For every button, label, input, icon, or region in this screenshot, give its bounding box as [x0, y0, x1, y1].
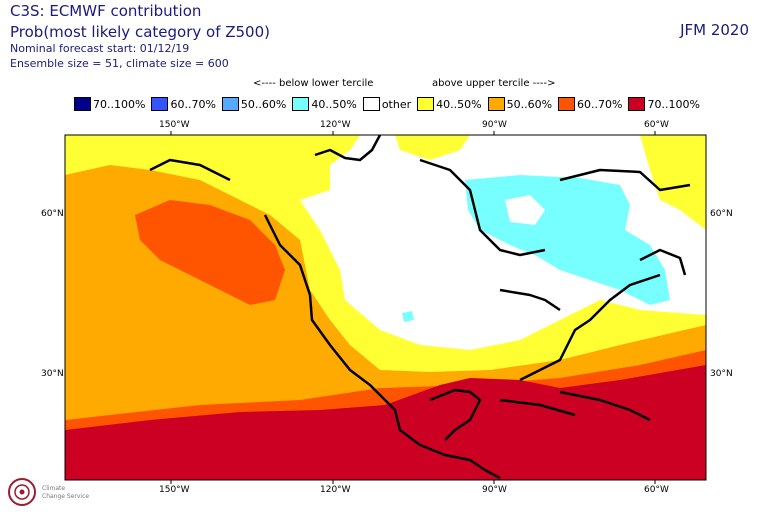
top-lon-label: 60°W	[644, 120, 669, 130]
legend-label: 60..70%	[577, 97, 623, 111]
legend-item: 40..50%	[292, 97, 357, 111]
map-title: C3S: ECMWF contribution	[10, 2, 202, 20]
svg-text:Climate: Climate	[42, 485, 65, 492]
legend-label: 70..100%	[93, 97, 146, 111]
legend-item: 70..100%	[628, 97, 700, 111]
legend-item: 60..70%	[151, 97, 216, 111]
legend-swatch	[487, 97, 505, 111]
forecast-start-label: Nominal forecast start: 01/12/19	[10, 42, 190, 55]
legend-swatch	[74, 97, 91, 111]
top-lon-label: 150°W	[159, 120, 190, 130]
legend-swatch	[292, 97, 310, 111]
red-region	[65, 365, 706, 480]
bottom-lon-label: 120°W	[320, 485, 351, 495]
legend-swatch	[628, 97, 646, 111]
probability-fields	[65, 135, 706, 480]
legend-swatch	[558, 97, 576, 111]
svg-text:Change Service: Change Service	[42, 493, 89, 500]
top-lon-label: 90°W	[482, 120, 507, 130]
cyan-small	[402, 311, 414, 322]
right-lat-label: 30°N	[710, 369, 733, 379]
legend-item: other	[362, 97, 412, 111]
legend-swatch	[362, 97, 380, 111]
above-tercile-label: above upper tercile ---->	[432, 78, 556, 89]
ensemble-size-label: Ensemble size = 51, climate size = 600	[10, 57, 229, 70]
yellow-arctic	[395, 135, 470, 160]
legend-item: 70..100%	[74, 97, 145, 111]
legend: 70..100% 60..70% 50..60% 40..50% other 4…	[74, 97, 706, 111]
yellow-northeast	[640, 135, 706, 230]
legend-item: 50..60%	[221, 97, 287, 111]
legend-swatch	[221, 97, 239, 111]
left-lat-label: 60°N	[41, 209, 64, 219]
copernicus-logo: Climate Change Service	[4, 474, 114, 518]
legend-item: 40..50%	[417, 97, 482, 111]
legend-label: 50..60%	[240, 97, 287, 111]
legend-label: 40..50%	[311, 97, 357, 111]
period-label: JFM 2020	[680, 21, 749, 39]
legend-item: 50..60%	[487, 97, 553, 111]
left-lat-label: 30°N	[41, 369, 64, 379]
bottom-lon-label: 150°W	[159, 485, 190, 495]
top-lon-label: 120°W	[320, 120, 351, 130]
coastlines	[149, 135, 691, 480]
below-tercile-label: <---- below lower tercile	[253, 78, 374, 89]
map-subtitle: Prob(most likely category of Z500)	[10, 23, 270, 41]
map-ticks	[170, 131, 656, 484]
darkorange-alaska	[135, 200, 285, 305]
legend-swatch	[417, 97, 435, 111]
map-frame	[64, 134, 707, 481]
legend-swatch	[151, 97, 169, 111]
legend-item: 60..70%	[558, 97, 622, 111]
bottom-lon-label: 60°W	[644, 485, 669, 495]
legend-label: 40..50%	[436, 97, 482, 111]
legend-label: other	[381, 97, 412, 111]
right-lat-label: 60°N	[710, 209, 733, 219]
legend-label: 60..70%	[170, 97, 216, 111]
white-patch	[505, 195, 545, 225]
legend-label: 70..100%	[647, 97, 700, 111]
bottom-lon-label: 90°W	[482, 485, 507, 495]
legend-label: 50..60%	[506, 97, 553, 111]
